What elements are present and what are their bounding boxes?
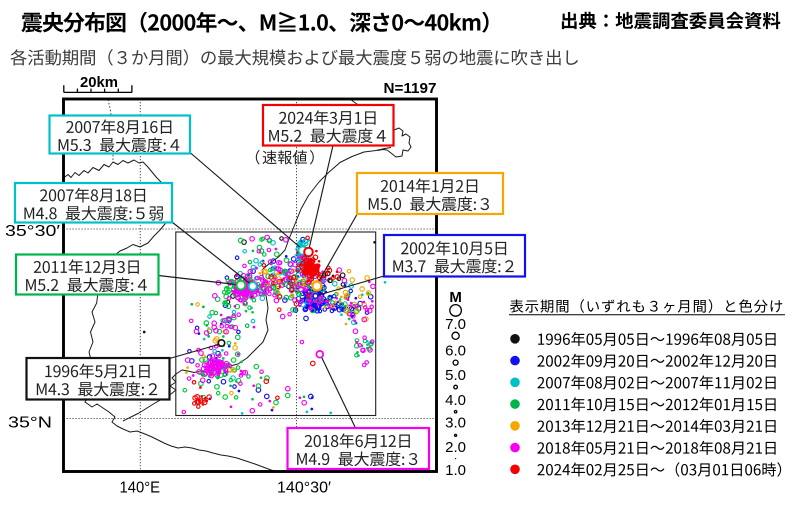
svg-text:1.0: 1.0 — [445, 462, 466, 479]
svg-text:M: M — [449, 289, 462, 306]
svg-text:140°30′: 140°30′ — [277, 480, 331, 497]
svg-text:7.0: 7.0 — [445, 316, 466, 333]
svg-text:5.0: 5.0 — [445, 367, 466, 384]
svg-text:35°N: 35°N — [8, 415, 52, 432]
svg-text:140°E: 140°E — [120, 480, 161, 497]
svg-text:3.0: 3.0 — [445, 415, 466, 432]
svg-text:20km: 20km — [80, 75, 118, 91]
svg-text:2.0: 2.0 — [445, 439, 466, 456]
svg-text:6.0: 6.0 — [445, 343, 466, 360]
svg-text:4.0: 4.0 — [445, 392, 466, 409]
svg-text:35°30′: 35°30′ — [5, 223, 60, 240]
svg-text:N=1197: N=1197 — [384, 80, 437, 97]
